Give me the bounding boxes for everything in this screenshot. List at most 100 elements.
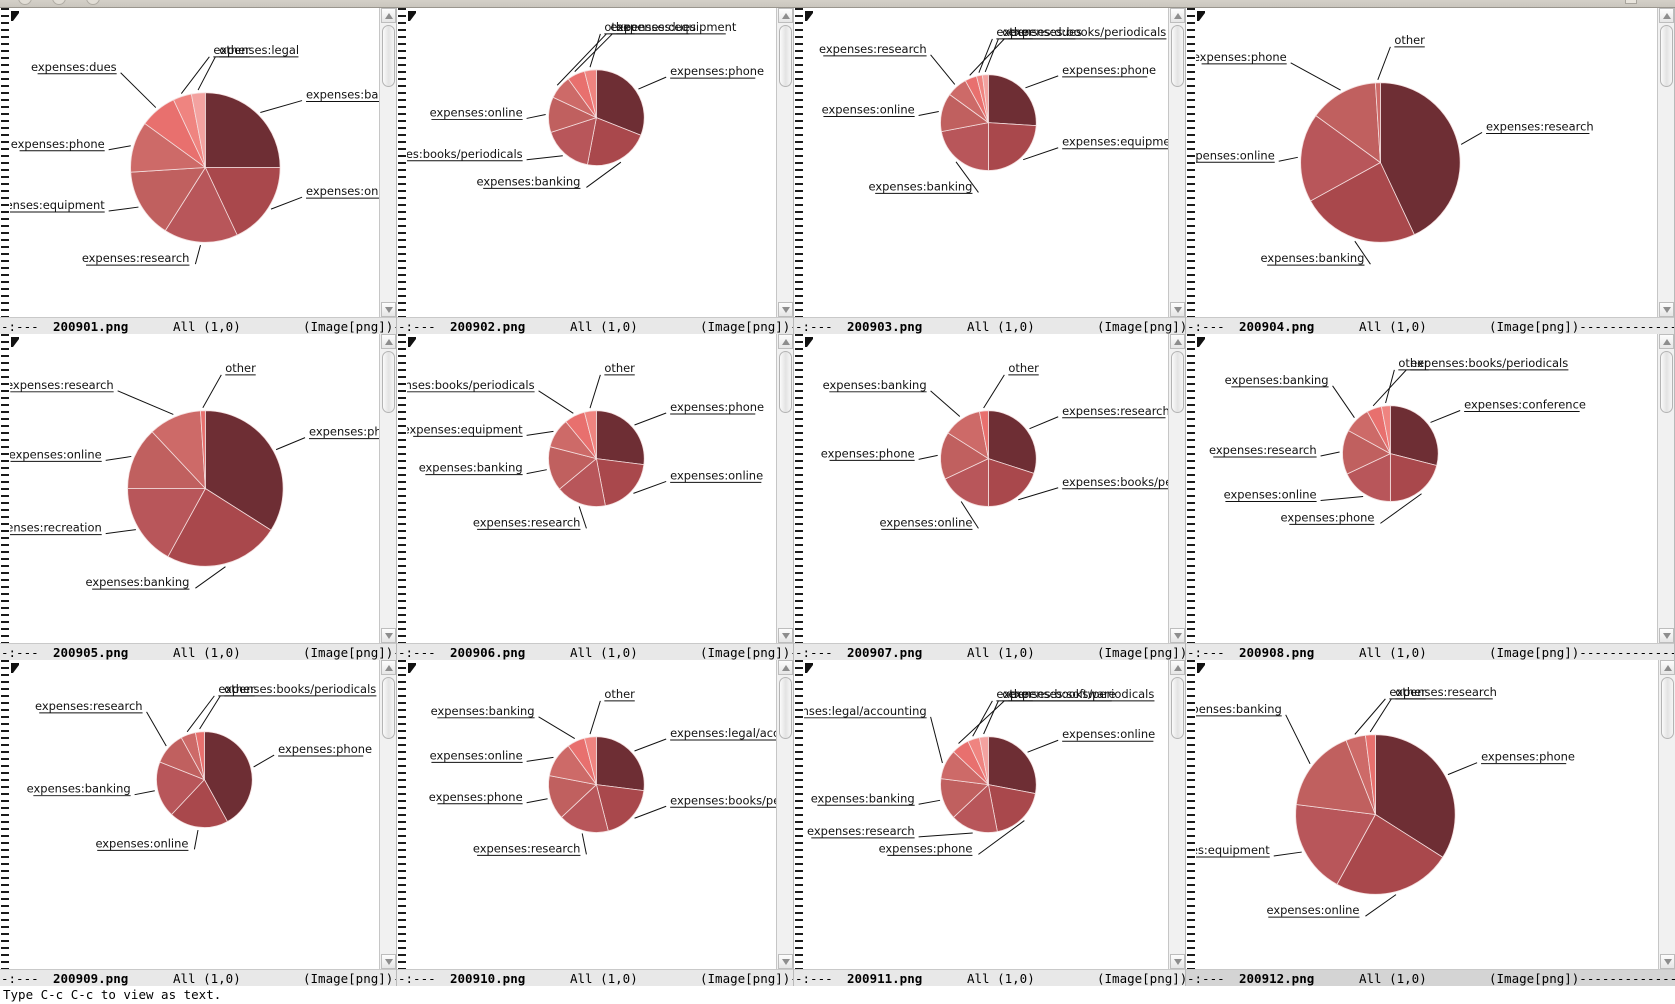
scroll-down-arrow-icon[interactable] xyxy=(381,302,396,317)
vertical-scrollbar[interactable] xyxy=(1657,8,1674,317)
vertical-scrollbar[interactable] xyxy=(1657,334,1674,643)
scroll-down-arrow-icon[interactable] xyxy=(1170,954,1185,969)
scrollbar-thumb[interactable] xyxy=(1171,677,1184,739)
image-canvas[interactable]: expenses:phone expenses:online expenses:eq… xyxy=(1196,660,1658,969)
scroll-up-arrow-icon[interactable] xyxy=(381,660,396,675)
vertical-scrollbar[interactable] xyxy=(379,8,396,317)
pie-slice-label: expenses:software xyxy=(1008,687,1115,701)
label-leader-line xyxy=(108,206,139,212)
scroll-up-arrow-icon[interactable] xyxy=(1659,8,1674,23)
vertical-scrollbar[interactable] xyxy=(379,660,396,969)
image-canvas[interactable]: expenses:phone expenses:online expenses:re… xyxy=(407,334,776,643)
scroll-up-arrow-icon[interactable] xyxy=(778,334,793,349)
scroll-down-arrow-icon[interactable] xyxy=(1660,954,1675,969)
modeline[interactable]: -:--- 200907.png All (1,0) (Image[png])----… xyxy=(794,643,1185,660)
pie-slice-label: expenses:banking xyxy=(85,575,189,589)
vertical-scrollbar[interactable] xyxy=(379,334,396,643)
scroll-up-arrow-icon[interactable] xyxy=(1660,660,1675,675)
pie-slice-label: other xyxy=(225,361,256,375)
vertical-scrollbar[interactable] xyxy=(1658,660,1675,969)
scrollbar-thumb[interactable] xyxy=(779,351,792,413)
label-leader-line xyxy=(978,820,1025,855)
scrollbar-thumb[interactable] xyxy=(1171,351,1184,413)
scrollbar-thumb[interactable] xyxy=(382,351,395,413)
scrollbar-thumb[interactable] xyxy=(779,25,792,87)
scrollbar-thumb[interactable] xyxy=(382,25,395,87)
image-canvas[interactable]: expenses:phone expenses:online expenses:ba… xyxy=(10,660,379,969)
modeline[interactable]: -:--- 200901.png All (1,0) (Image[png])----… xyxy=(0,317,396,334)
label-leader-line xyxy=(930,716,943,764)
scroll-down-arrow-icon[interactable] xyxy=(1170,628,1185,643)
scrollbar-thumb[interactable] xyxy=(779,677,792,739)
image-window-200911[interactable]: expenses:online expenses:phone expenses:re… xyxy=(794,660,1186,986)
undo-icon[interactable] xyxy=(86,0,100,5)
image-window-200901[interactable]: expenses:banking expenses:online expenses:… xyxy=(0,8,397,334)
image-canvas[interactable]: expenses:banking expenses:online expenses:… xyxy=(10,8,379,317)
scroll-down-arrow-icon[interactable] xyxy=(778,302,793,317)
print-icon[interactable] xyxy=(1625,0,1637,4)
pie-slice-label: expenses:online xyxy=(95,836,188,850)
scroll-up-arrow-icon[interactable] xyxy=(778,8,793,23)
vertical-scrollbar[interactable] xyxy=(776,660,793,969)
image-window-200909[interactable]: expenses:phone expenses:online expenses:ba… xyxy=(0,660,397,986)
image-canvas[interactable]: expenses:research expenses:books/periodic… xyxy=(804,334,1168,643)
pie-slice-label: expenses:equipment xyxy=(1062,135,1168,149)
modeline[interactable]: -:--- 200911.png All (1,0) (Image[png])----… xyxy=(794,969,1185,986)
modeline[interactable]: -:--- 200904.png All (1,0) (Image[png])----… xyxy=(1186,317,1674,334)
scroll-down-arrow-icon[interactable] xyxy=(1659,628,1674,643)
scroll-down-arrow-icon[interactable] xyxy=(381,954,396,969)
modeline[interactable]: -:--- 200909.png All (1,0) (Image[png])----… xyxy=(0,969,396,986)
modeline[interactable]: -:--- 200906.png All (1,0) (Image[png])----… xyxy=(397,643,793,660)
scroll-up-arrow-icon[interactable] xyxy=(1659,334,1674,349)
scroll-down-arrow-icon[interactable] xyxy=(778,954,793,969)
label-leader-line xyxy=(193,829,199,850)
image-canvas[interactable]: expenses:online expenses:phone expenses:re… xyxy=(804,660,1168,969)
scroll-up-arrow-icon[interactable] xyxy=(778,660,793,675)
open-icon[interactable] xyxy=(18,0,32,5)
label-leader-line xyxy=(589,33,601,68)
image-window-200906[interactable]: expenses:phone expenses:online expenses:re… xyxy=(397,334,794,660)
scrollbar-thumb[interactable] xyxy=(1171,25,1184,87)
vertical-scrollbar[interactable] xyxy=(1168,660,1185,969)
buffer-corner-marker-icon xyxy=(11,11,19,21)
save-icon[interactable] xyxy=(52,0,66,5)
scroll-up-arrow-icon[interactable] xyxy=(1170,8,1185,23)
scroll-down-arrow-icon[interactable] xyxy=(778,628,793,643)
vertical-scrollbar[interactable] xyxy=(776,8,793,317)
image-window-200902[interactable]: expenses:phone expenses:banking expenses:b… xyxy=(397,8,794,334)
image-window-200904[interactable]: expenses:research expenses:banking expense… xyxy=(1186,8,1675,334)
image-canvas[interactable]: expenses:conference expenses:phone expense… xyxy=(1196,334,1657,643)
scroll-up-arrow-icon[interactable] xyxy=(381,8,396,23)
vertical-scrollbar[interactable] xyxy=(1168,8,1185,317)
image-canvas[interactable]: expenses:phone expenses:banking expenses:b… xyxy=(407,8,776,317)
scrollbar-thumb[interactable] xyxy=(1660,25,1673,87)
image-canvas[interactable]: expenses:research expenses:banking expense… xyxy=(1196,8,1657,317)
image-canvas[interactable]: expenses:phone expenses:equipment expenses… xyxy=(804,8,1168,317)
scrollbar-thumb[interactable] xyxy=(382,677,395,739)
image-window-200910[interactable]: expenses:legal/accounting expenses:books/… xyxy=(397,660,794,986)
scroll-down-arrow-icon[interactable] xyxy=(381,628,396,643)
scroll-down-arrow-icon[interactable] xyxy=(1659,302,1674,317)
image-canvas[interactable]: expenses:phone expenses:banking expenses:r… xyxy=(10,334,379,643)
modeline-flags: -:--- xyxy=(1187,319,1225,334)
image-window-200907[interactable]: expenses:research expenses:books/periodic… xyxy=(794,334,1186,660)
modeline[interactable]: -:--- 200908.png All (1,0) (Image[png])----… xyxy=(1186,643,1674,660)
scroll-up-arrow-icon[interactable] xyxy=(1170,660,1185,675)
scroll-down-arrow-icon[interactable] xyxy=(1170,302,1185,317)
modeline[interactable]: -:--- 200902.png All (1,0) (Image[png])----… xyxy=(397,317,793,334)
modeline[interactable]: -:--- 200912.png All (1,0) (Image[png])----… xyxy=(1186,969,1675,986)
modeline[interactable]: -:--- 200910.png All (1,0) (Image[png])----… xyxy=(397,969,793,986)
scroll-up-arrow-icon[interactable] xyxy=(381,334,396,349)
modeline[interactable]: -:--- 200903.png All (1,0) (Image[png])----… xyxy=(794,317,1185,334)
image-canvas[interactable]: expenses:legal/accounting expenses:books/… xyxy=(407,660,776,969)
vertical-scrollbar[interactable] xyxy=(1168,334,1185,643)
scrollbar-thumb[interactable] xyxy=(1661,677,1674,739)
image-window-200903[interactable]: expenses:phone expenses:equipment expenses… xyxy=(794,8,1186,334)
vertical-scrollbar[interactable] xyxy=(776,334,793,643)
scroll-up-arrow-icon[interactable] xyxy=(1170,334,1185,349)
image-window-200908[interactable]: expenses:conference expenses:phone expense… xyxy=(1186,334,1675,660)
modeline[interactable]: -:--- 200905.png All (1,0) (Image[png])----… xyxy=(0,643,396,660)
image-window-200905[interactable]: expenses:phone expenses:banking expenses:r… xyxy=(0,334,397,660)
image-window-200912[interactable]: expenses:phone expenses:online expenses:eq… xyxy=(1186,660,1675,986)
scrollbar-thumb[interactable] xyxy=(1660,351,1673,413)
